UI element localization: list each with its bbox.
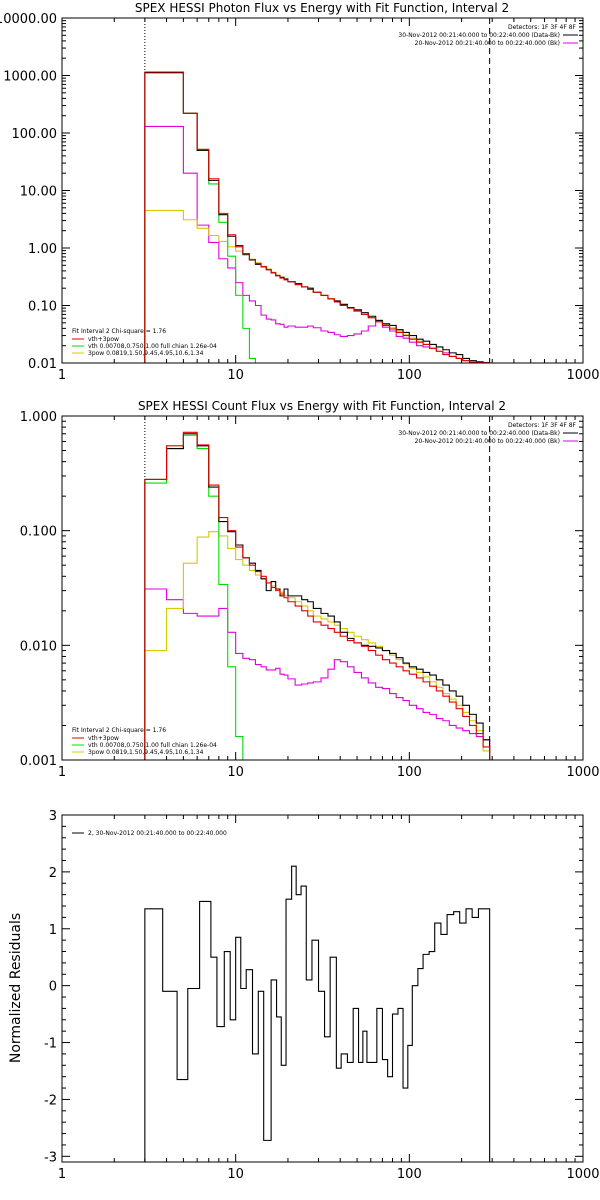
x-tick-label: 1 — [58, 765, 66, 780]
count-plot-area — [144, 416, 491, 760]
residuals-plot-area — [144, 865, 491, 1162]
y-tick-label: -3 — [44, 1150, 57, 1165]
series-3pow — [144, 531, 491, 760]
count-legend-data-label: 30-Nov-2012 00:21:40.000 to 00:22:40.000… — [398, 430, 560, 437]
photon-legend-bk-label: 20-Nov-2012 00:21:40.000 to 00:22:40.000… — [415, 40, 560, 47]
x-tick-label: 1 — [58, 368, 66, 383]
count-fit-interval-label: Fit Interval 2 Chi-square = 1.76 — [72, 727, 166, 734]
residuals-panel: 1 10 100 1000 -3 -2 -1 0 1 2 3 Normalized Residual… — [8, 809, 600, 1182]
x-tick-label: 10 — [227, 765, 244, 780]
y-tick-label: 0.100 — [20, 525, 57, 540]
x-tick-label: 100 — [397, 1167, 422, 1182]
y-tick-label: 0.001 — [20, 754, 57, 769]
residuals-y-axis-label: Normalized Residuals — [8, 913, 24, 1063]
residuals-series — [144, 865, 491, 1162]
x-tick-label: 10 — [227, 368, 244, 383]
x-tick-label: 10 — [227, 1167, 244, 1182]
y-tick-label: -2 — [44, 1093, 57, 1108]
photon-legend-data-label: 30-Nov-2012 00:21:40.000 to 00:22:40.000… — [398, 32, 560, 39]
y-tick-label: 0 — [49, 980, 57, 995]
y-tick-label: 1.00 — [28, 242, 57, 257]
y-tick-label: 1000.00 — [3, 70, 57, 85]
count-legend-vth-label: vth 0.00708,0.750,1.00 full chian 1.26e-… — [88, 742, 217, 749]
y-tick-label: 1.000 — [20, 410, 57, 425]
y-tick-label: 0.010 — [20, 639, 57, 654]
y-tick-label: 3 — [49, 809, 57, 824]
series-total_fit — [144, 431, 491, 760]
photon-flux-panel: SPEX HESSI Photon Flux vs Energy with Fi… — [0, 1, 600, 383]
photon-plot-area — [144, 18, 491, 363]
photon-plot-frame — [61, 17, 584, 364]
y-tick-label: 0.01 — [28, 357, 57, 372]
y-tick-label: 10.00 — [20, 185, 57, 200]
photon-panel-title: SPEX HESSI Photon Flux vs Energy with Fi… — [135, 1, 509, 15]
x-tick-label: 100 — [397, 368, 422, 383]
count-legend-bottom-left: Fit Interval 2 Chi-square = 1.76 vth+3po… — [72, 727, 217, 756]
y-tick-label: 1 — [49, 923, 57, 938]
count-legend-fit-label: vth+3pow — [88, 735, 119, 742]
photon-legend-3pow-label: 3pow 0.0819,1.50,9.45,4.95,10.6,1.34 — [88, 350, 204, 357]
residuals-legend-label: 2, 30-Nov-2012 00:21:40.000 to 00:22:40.… — [88, 830, 227, 837]
x-tick-label: 1000 — [566, 765, 599, 780]
count-panel-title: SPEX HESSI Count Flux vs Energy with Fit… — [138, 399, 506, 413]
clipped-series — [144, 865, 491, 1162]
y-tick-label: 2 — [49, 866, 57, 881]
count-ticks: 1 10 100 1000 0.001 0.010 0.100 1.000 — [20, 410, 600, 780]
residuals-ticks: 1 10 100 1000 -3 -2 -1 0 1 2 3 — [44, 809, 600, 1182]
series-vth — [144, 72, 491, 363]
x-tick-label: 100 — [397, 765, 422, 780]
y-tick-label: 100.00 — [12, 127, 58, 142]
series-vth — [144, 434, 491, 760]
residuals-plot-frame — [61, 814, 584, 1163]
x-tick-label: 1000 — [566, 1167, 599, 1182]
x-tick-label: 1 — [58, 1167, 66, 1182]
photon-legend-bottom-left: Fit Interval 2 Chi-square = 1.76 vth+3po… — [72, 328, 217, 357]
y-tick-label: -1 — [44, 1037, 57, 1052]
residuals-legend: 2, 30-Nov-2012 00:21:40.000 to 00:22:40.… — [72, 830, 227, 837]
count-plot-frame — [61, 415, 584, 761]
photon-legend-top-right: Detectors: 1F 3F 4F 8F 30-Nov-2012 00:21… — [398, 24, 578, 47]
count-legend-top-right: Detectors: 1F 3F 4F 8F 30-Nov-2012 00:21… — [398, 422, 578, 445]
photon-legend-vth-label: vth 0.00708,0.750,1.00 full chian 1.26e-… — [88, 343, 217, 350]
clipped-series — [144, 18, 491, 363]
clipped-series — [144, 416, 491, 760]
count-flux-panel: SPEX HESSI Count Flux vs Energy with Fit… — [20, 399, 600, 780]
photon-legend-fit-label: vth+3pow — [88, 336, 119, 343]
series-total_fit — [144, 71, 491, 363]
y-tick-label: 0.10 — [28, 300, 57, 315]
series-data_bk — [144, 433, 491, 760]
series-bk — [144, 588, 491, 760]
y-tick-label: 10000.00 — [0, 12, 57, 27]
photon-fit-interval-label: Fit Interval 2 Chi-square = 1.76 — [72, 328, 166, 335]
x-tick-label: 1000 — [566, 368, 599, 383]
count-detectors-label: Detectors: 1F 3F 4F 8F — [508, 422, 577, 429]
count-legend-3pow-label: 3pow 0.0819,1.50,9.45,4.95,10.6,1.34 — [88, 749, 204, 756]
count-legend-bk-label: 20-Nov-2012 00:21:40.000 to 00:22:40.000… — [415, 438, 560, 445]
photon-ticks: 1 10 100 1000 0.01 0.10 1.00 10.00 100.00 1000.00… — [0, 12, 600, 383]
photon-detectors-label: Detectors: 1F 3F 4F 8F — [508, 24, 577, 31]
